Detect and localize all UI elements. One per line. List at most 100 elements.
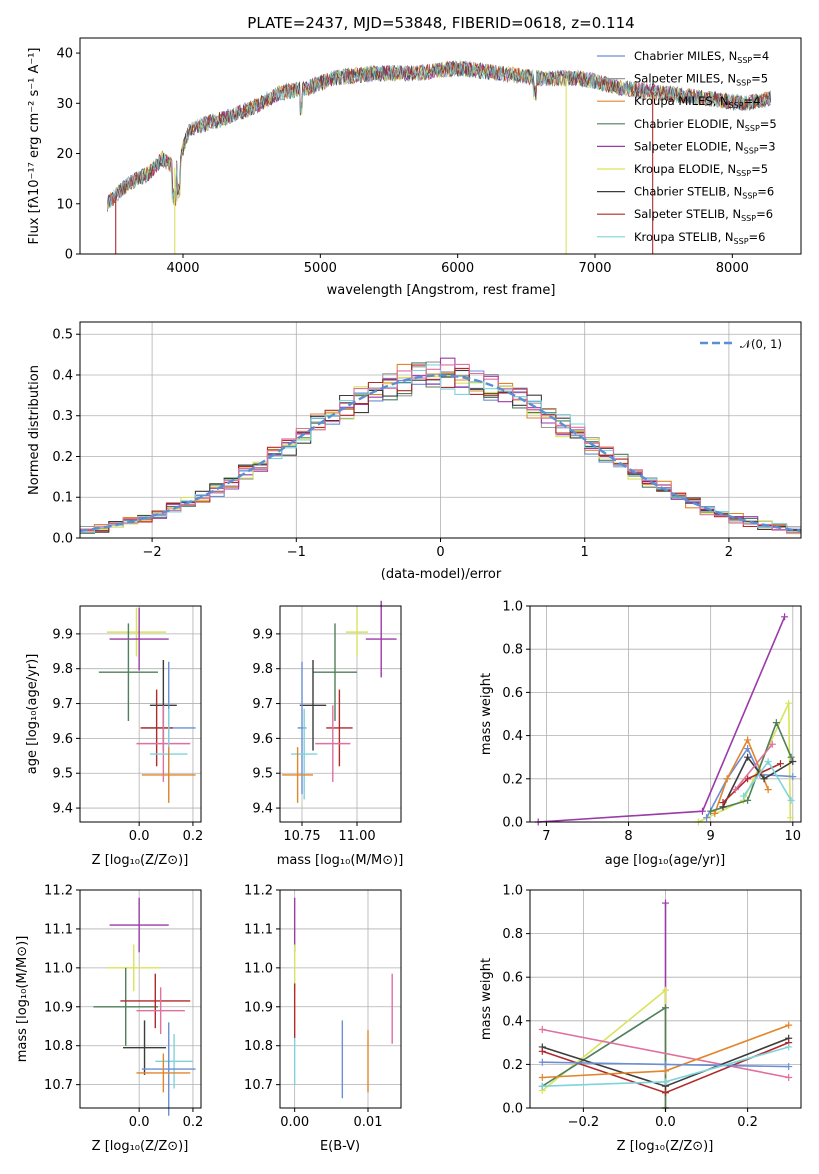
data-point-marker	[764, 758, 772, 766]
y-tick-label: 11.2	[44, 884, 73, 899]
data-point-marker	[785, 1021, 793, 1029]
y-tick-label: 10.7	[244, 1078, 273, 1093]
data-point-marker	[760, 775, 768, 783]
data-point-marker	[538, 1082, 546, 1090]
y-tick-label: 11.1	[244, 922, 273, 937]
legend-entry: Chabrier ELODIE, NSSP=5	[634, 117, 777, 133]
y-tick-label: 0.1	[52, 491, 73, 506]
y-tick-label: 0.8	[502, 643, 523, 658]
x-tick-label: 2	[725, 545, 733, 560]
residual-panel: −2 −1 0 1 2 0.0 0.1 0.2 0.3 0.4 0.5 (data-model)/e…	[27, 321, 802, 582]
data-point-marker	[764, 786, 772, 794]
data-point-marker	[662, 1078, 669, 1086]
age-vs-mass-panel: 10.75 11.00 9.4 9.5 9.6 9.7 9.8 9.9 mass [log₁₀…	[252, 600, 404, 868]
data-point-marker	[787, 796, 795, 804]
y-tick-label: 0.2	[502, 1058, 523, 1073]
y-tick-label: 11.1	[44, 922, 73, 937]
y-tick-label: 0.2	[502, 772, 523, 787]
y-tick-label: 30	[56, 97, 73, 112]
mass-weight-series-line	[734, 743, 773, 791]
residual-histogram	[80, 364, 801, 534]
y-tick-label: 10	[56, 197, 73, 212]
mass-weight-series-line	[714, 738, 769, 814]
x-axis-label: (data-model)/error	[381, 567, 502, 582]
y-tick-label: 9.5	[52, 767, 73, 782]
plot-frame	[79, 889, 202, 1109]
y-tick-label: 9.7	[252, 697, 273, 712]
data-point-marker	[787, 753, 795, 761]
x-tick-label: 8000	[716, 261, 749, 276]
data-point-marker	[662, 1004, 669, 1012]
y-tick-label: 0.0	[502, 816, 523, 831]
plot-frame	[79, 37, 802, 255]
data-point-marker	[723, 775, 731, 783]
spectrum-series-line	[107, 60, 772, 212]
y-tick-label: 0.6	[502, 971, 523, 986]
y-tick-label: 0.8	[502, 927, 523, 942]
legend: 𝒩(0, 1)	[700, 337, 782, 351]
y-tick-label: 11.2	[244, 884, 273, 899]
data-point-marker	[662, 1089, 669, 1097]
data-point-marker	[785, 1043, 793, 1051]
x-tick-label: 10.75	[283, 829, 320, 844]
x-tick-label: 11.00	[338, 829, 375, 844]
y-tick-label: 0.5	[52, 328, 73, 343]
y-tick-label: 9.9	[52, 627, 73, 642]
data-point-marker	[786, 814, 794, 822]
legend-entry: Kroupa MILES, NSSP=4	[634, 94, 760, 110]
x-tick-label: 4000	[166, 261, 199, 276]
x-axis-label: mass [log₁₀(M/M⊙)]	[277, 853, 404, 868]
x-axis-label: age [log₁₀(age/yr)]	[605, 853, 726, 868]
data-point-marker	[698, 807, 706, 815]
data-point-marker	[772, 719, 780, 727]
legend: Chabrier MILES, NSSP=4 Salpeter MILES, NS…	[597, 49, 777, 246]
normal-distribution-curve	[79, 374, 802, 533]
y-tick-label: 0.2	[52, 450, 73, 465]
x-axis-label: Z [log₁₀(Z/Z⊙)]	[92, 1139, 189, 1154]
data-point-marker	[744, 745, 752, 753]
legend-entry: Chabrier STELIB, NSSP=6	[634, 185, 774, 201]
legend-entry: Kroupa ELODIE, NSSP=5	[634, 162, 768, 178]
x-axis-label: wavelength [Angstrom, rest frame]	[327, 283, 556, 298]
chart-title: PLATE=2437, MJD=53848, FIBERID=0618, z=0…	[247, 14, 634, 32]
y-tick-label: 9.9	[252, 627, 273, 642]
plot-frame	[529, 605, 802, 823]
x-tick-label: −0.2	[568, 1115, 600, 1130]
data-point-marker	[781, 613, 789, 621]
y-tick-label: 0	[65, 248, 73, 263]
x-axis-label: Z [log₁₀(Z/Z⊙)]	[617, 1139, 714, 1154]
mass-vs-metallicity-panel: 0.0 0.2 10.7 10.8 10.9 11.0 11.1 11.2 Z [log₁₀(…	[15, 884, 203, 1155]
y-tick-label: 10.9	[244, 1000, 273, 1015]
data-point-marker	[789, 758, 797, 766]
mass-vs-extinction-panel: 0.00 0.01 10.7 10.8 10.9 11.0 11.1 11.2 E(B-V)	[244, 884, 402, 1154]
x-tick-label: 0.2	[183, 1115, 204, 1130]
y-axis-label: mass weight	[479, 958, 494, 1040]
data-point-marker	[744, 753, 752, 761]
y-tick-label: 11.0	[44, 961, 73, 976]
data-point-marker	[785, 1063, 793, 1071]
y-axis-label: Normed distribution	[27, 365, 42, 495]
data-point-marker	[711, 809, 719, 817]
legend-entry: 𝒩(0, 1)	[740, 337, 782, 351]
mass-weight-series-line	[722, 755, 794, 808]
mass-weight-series-line	[710, 720, 792, 812]
x-tick-label: 0.0	[129, 1115, 150, 1130]
x-tick-label: 0.01	[354, 1115, 383, 1130]
x-axis-label: E(B-V)	[320, 1139, 360, 1154]
legend-entry: Salpeter MILES, NSSP=5	[634, 72, 768, 88]
data-point-marker	[776, 760, 784, 768]
y-tick-label: 0.3	[52, 409, 73, 424]
x-tick-label: −2	[143, 545, 162, 560]
mass-weight-series-line	[542, 1028, 789, 1079]
plot-frame	[279, 605, 402, 823]
data-point-marker	[538, 1047, 546, 1055]
y-axis-label: age [log₁₀(age/yr)]	[25, 654, 40, 775]
y-axis-label: Flux [fλ10⁻¹⁷ erg cm⁻² s⁻¹ A⁻¹]	[27, 48, 42, 245]
y-tick-label: 0.0	[502, 1102, 523, 1117]
mass-weight-vs-age-panel: 7 8 9 10 0.0 0.2 0.4 0.6 0.8 1.0 age [log₁₀(age/y…	[479, 600, 802, 868]
y-tick-label: 9.4	[252, 802, 273, 817]
legend-entry: Kroupa STELIB, NSSP=6	[634, 230, 765, 246]
y-axis-label: mass [log₁₀(M/M⊙)]	[15, 936, 30, 1063]
spectrum-series-line	[107, 60, 771, 211]
legend-entry: Salpeter STELIB, NSSP=6	[634, 207, 773, 223]
